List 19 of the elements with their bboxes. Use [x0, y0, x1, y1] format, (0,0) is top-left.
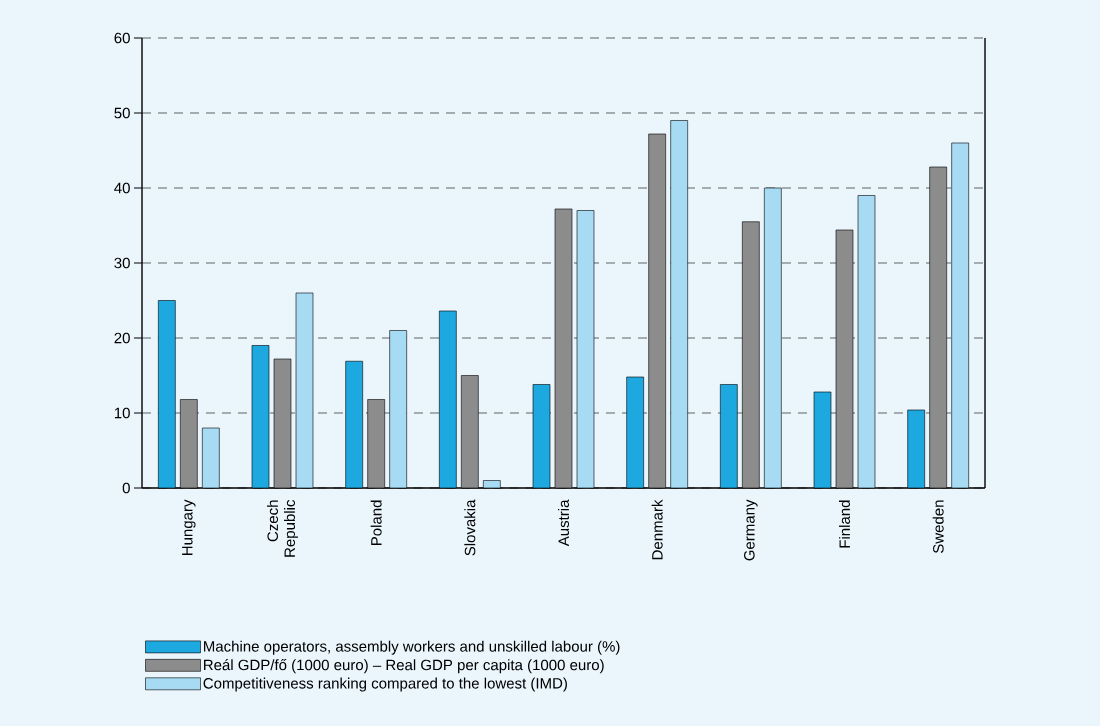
x-tick-label: Sweden: [932, 500, 944, 554]
x-tick-label: Slovakia: [464, 499, 476, 556]
y-tick-label: 20: [114, 332, 130, 344]
x-tick-label: Germany: [744, 499, 758, 561]
y-tick-label: 10: [114, 407, 130, 419]
y-tick-label: 30: [114, 257, 130, 269]
legend-label: Machine operators, assembly workers and unskilled labour (%): [204, 640, 620, 655]
x-tick-label: Czech Republic: [267, 499, 298, 557]
y-tick-label: 50: [114, 107, 130, 119]
x-tick-label: Finland: [839, 500, 851, 548]
y-tick-label: 60: [114, 32, 130, 44]
x-tick-label: Denmark: [651, 499, 663, 560]
legend-label: Competitiveness ranking compared to the lowest (IMD): [203, 677, 567, 692]
y-tick-label: 0: [122, 482, 130, 494]
x-tick-label: Hungary: [182, 499, 196, 556]
x-tick-label: Poland: [370, 500, 382, 546]
legend-label: Reál GDP/fő (1000 euro) – Real GDP per capita (1000 euro): [204, 659, 604, 674]
x-tick-label: Austria: [558, 499, 570, 547]
y-tick-label: 40: [114, 182, 130, 194]
